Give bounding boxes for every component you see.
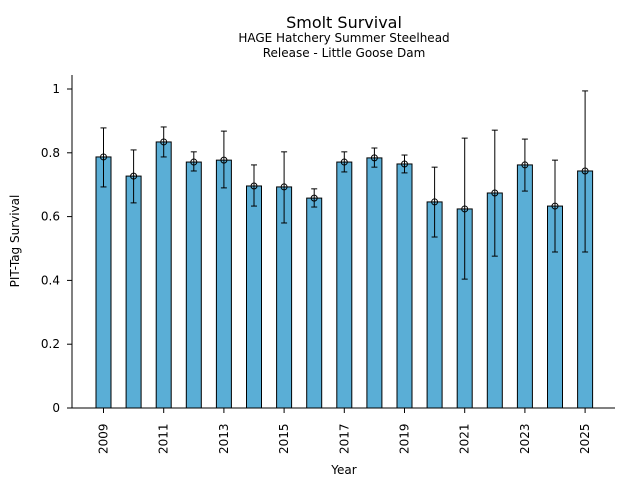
chart-subtitle-line-2: Release - Little Goose Dam — [263, 46, 426, 60]
y-tick-label-0.4: 0.4 — [41, 273, 60, 287]
y-axis: 0 0.2 0.4 0.6 0.8 1 — [41, 75, 73, 415]
x-tick-label-2025: 2025 — [578, 423, 592, 454]
bar-2009 — [95, 156, 112, 409]
point-marker-2025 — [581, 167, 589, 175]
x-tick-label-2011: 2011 — [157, 423, 171, 454]
y-tick-label-0.8: 0.8 — [41, 146, 60, 160]
bar-2012 — [185, 161, 202, 409]
point-marker-2009 — [100, 153, 107, 161]
point-marker-2020 — [431, 198, 439, 206]
y-tick-label-0.2: 0.2 — [41, 337, 60, 351]
bars-group — [95, 141, 594, 409]
y-tick-label-0: 0 — [52, 401, 60, 415]
bar-2013 — [215, 159, 232, 409]
bar-2011 — [155, 141, 172, 409]
x-axis-label: Year — [330, 463, 356, 477]
chart-subtitle-line-1: HAGE Hatchery Summer Steelhead — [238, 31, 449, 45]
bar-2017 — [336, 161, 353, 409]
point-marker-2018 — [370, 154, 378, 162]
point-marker-2024 — [551, 202, 559, 210]
y-tick-label-1: 1 — [52, 82, 60, 96]
point-marker-2015 — [280, 183, 288, 191]
point-marker-2013 — [220, 156, 228, 164]
bar-2014 — [246, 185, 262, 409]
point-marker-2019 — [401, 160, 408, 168]
point-marker-2021 — [461, 205, 469, 213]
point-marker-2012 — [190, 158, 198, 166]
point-marker-2017 — [340, 158, 348, 166]
point-marker-2010 — [130, 172, 138, 180]
y-tick-label-0.6: 0.6 — [41, 210, 60, 224]
x-tick-label-2009: 2009 — [97, 423, 111, 454]
point-marker-2011 — [160, 138, 168, 146]
bar-2010 — [125, 175, 142, 409]
bar-2023 — [516, 164, 533, 409]
x-axis: 2009 2011 2013 2015 2017 2019 2021 2023 2025 — [72, 407, 615, 454]
point-marker-2016 — [310, 194, 318, 202]
x-tick-label-2015: 2015 — [277, 423, 291, 454]
x-tick-label-2021: 2021 — [458, 423, 472, 454]
point-marker-2022 — [491, 189, 499, 197]
error-bars-group — [100, 90, 589, 280]
y-axis-label: PIT-Tag Survival — [8, 195, 22, 288]
point-marker-2023 — [521, 161, 529, 169]
bar-2018 — [366, 157, 383, 409]
point-marker-2014 — [250, 182, 258, 190]
chart-title: Smolt Survival — [286, 13, 402, 32]
x-tick-label-2023: 2023 — [518, 423, 532, 454]
bar-2019 — [396, 163, 413, 409]
x-tick-label-2013: 2013 — [217, 423, 231, 454]
x-tick-label-2019: 2019 — [398, 423, 412, 454]
x-tick-label-2017: 2017 — [337, 423, 351, 454]
bar-2016 — [306, 197, 323, 409]
